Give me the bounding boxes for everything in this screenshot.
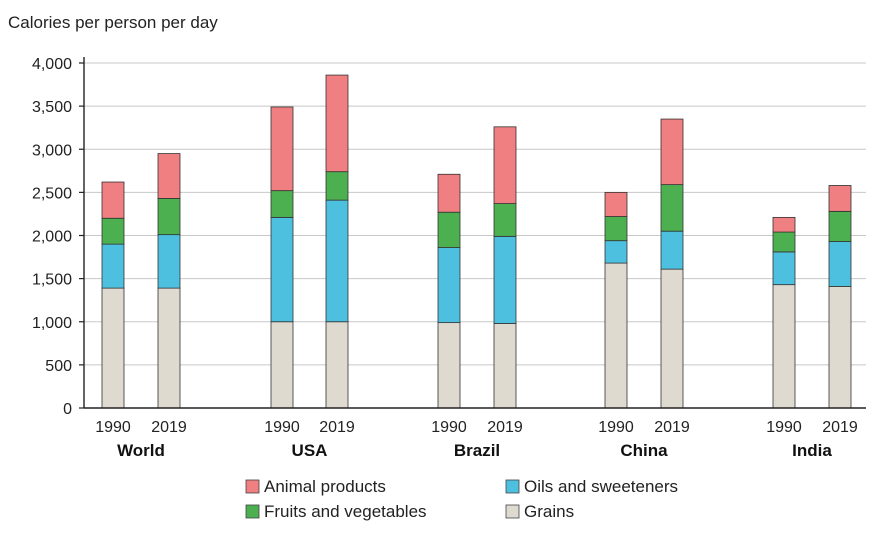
x-tick-label: 1990 — [766, 419, 802, 436]
group-label: India — [792, 441, 832, 460]
y-tick-label: 1,500 — [32, 272, 72, 289]
bar-segment — [270, 216, 294, 323]
bar-segment — [157, 198, 181, 236]
bar-segment — [604, 240, 628, 264]
group-label: USA — [292, 441, 328, 460]
bar-segment — [660, 230, 684, 270]
legend-swatch — [245, 479, 260, 494]
x-tick-label: 2019 — [487, 419, 523, 436]
y-tick-label: 2,500 — [32, 185, 72, 202]
x-tick-label: 2019 — [319, 419, 355, 436]
bar-segment — [101, 217, 125, 245]
y-tick-label: 1,000 — [32, 315, 72, 332]
bar-segment — [325, 321, 349, 409]
axis-labels: 0 500 1,000 1,500 2,000 2,500 3,000 3,500 4,000 1… — [32, 56, 858, 460]
y-tick-label: 2,000 — [32, 229, 72, 246]
bar-segment — [660, 118, 684, 186]
group-label: World — [117, 441, 165, 460]
bar-segment — [493, 323, 517, 409]
bar-segment — [828, 285, 852, 409]
bar-segment — [828, 241, 852, 287]
legend-label: Grains — [524, 502, 574, 521]
bar-segment — [101, 287, 125, 409]
y-tick-label: 3,500 — [32, 99, 72, 116]
legend-swatch — [245, 504, 260, 519]
bar-segment — [660, 268, 684, 409]
bar-segment — [437, 322, 461, 409]
bar-segment — [660, 184, 684, 232]
bar-segment — [437, 211, 461, 248]
bar-segment — [437, 173, 461, 213]
bar-segment — [604, 216, 628, 242]
bar-segment — [270, 190, 294, 218]
bar-segment — [270, 321, 294, 409]
gridlines — [84, 62, 866, 366]
bar-segment — [270, 106, 294, 192]
bar-segment — [493, 235, 517, 324]
y-tick-label: 4,000 — [32, 56, 72, 73]
x-tick-label: 2019 — [822, 419, 858, 436]
bar-segment — [772, 216, 796, 233]
bar-segment — [101, 243, 125, 289]
axes — [79, 57, 866, 409]
x-tick-label: 1990 — [95, 419, 131, 436]
group-label: Brazil — [454, 441, 500, 460]
bar-segment — [325, 199, 349, 323]
bar-segment — [157, 153, 181, 199]
y-tick-label: 0 — [63, 401, 72, 418]
bar-segment — [828, 210, 852, 242]
x-tick-label: 2019 — [654, 419, 690, 436]
bar-segment — [772, 231, 796, 253]
bars — [101, 74, 852, 409]
legend-swatch — [505, 504, 520, 519]
bar-segment — [101, 181, 125, 219]
x-tick-label: 2019 — [151, 419, 187, 436]
group-label: China — [620, 441, 668, 460]
bar-segment — [325, 171, 349, 201]
bar-segment — [437, 247, 461, 324]
bar-segment — [493, 126, 517, 204]
bar-segment — [157, 234, 181, 289]
legend-label: Oils and sweeteners — [524, 477, 678, 496]
bar-segment — [157, 287, 181, 409]
bar-segment — [604, 191, 628, 217]
bar-segment — [604, 262, 628, 409]
legend-swatch — [505, 479, 520, 494]
bar-segment — [772, 251, 796, 286]
bar-segment — [772, 284, 796, 409]
x-tick-label: 1990 — [264, 419, 300, 436]
bar-segment — [828, 185, 852, 212]
bar-segment — [493, 203, 517, 237]
legend: Animal products Oils and sweeteners Fruits… — [245, 477, 678, 521]
bar-segment — [325, 74, 349, 173]
legend-label: Fruits and vegetables — [264, 502, 427, 521]
x-tick-label: 1990 — [598, 419, 634, 436]
legend-label: Animal products — [264, 477, 386, 496]
x-tick-label: 1990 — [431, 419, 467, 436]
y-axis-title: Calories per person per day — [8, 13, 218, 32]
y-tick-label: 3,000 — [32, 142, 72, 159]
y-tick-label: 500 — [45, 358, 72, 375]
